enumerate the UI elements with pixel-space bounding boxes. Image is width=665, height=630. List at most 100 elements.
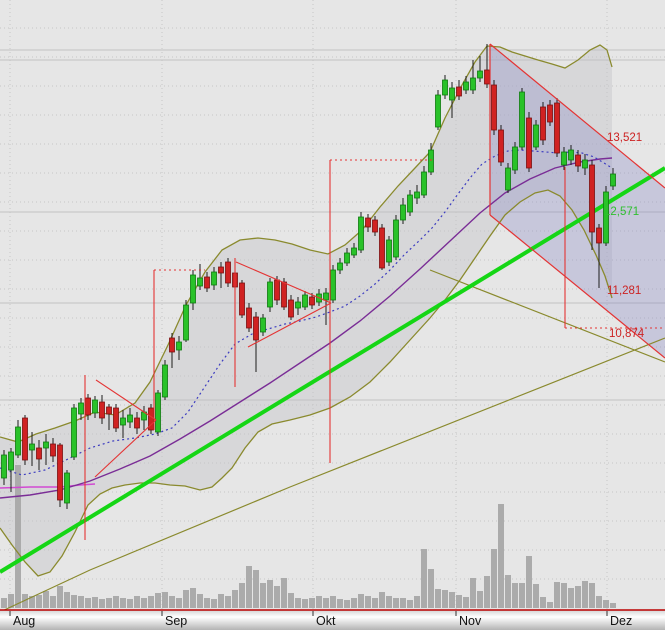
- candle-bullish: [64, 472, 70, 504]
- volume-bar: [22, 594, 28, 608]
- volume-bar: [505, 575, 511, 608]
- volume-bar: [169, 596, 175, 608]
- volume-bar: [463, 597, 469, 608]
- volume-bar: [351, 598, 357, 608]
- candle-bullish: [358, 216, 364, 251]
- x-axis: Aug Sep Okt Nov Dez: [0, 609, 665, 630]
- volume-bar: [57, 586, 63, 608]
- candle-bearish: [246, 307, 252, 329]
- volume-bar: [337, 599, 343, 608]
- volume-bar: [176, 598, 182, 608]
- bear-channel-border[interactable]: [489, 43, 665, 189]
- price-label[interactable]: 12,571: [604, 206, 639, 218]
- bollinger-band-fill: [0, 45, 612, 576]
- volume-bar: [295, 598, 301, 608]
- volume-bar: [491, 549, 497, 608]
- red-annotation-line[interactable]: [235, 261, 332, 304]
- volume-bar: [50, 596, 56, 608]
- candle-bullish: [330, 269, 336, 301]
- volume-bar: [260, 583, 266, 608]
- volume-bar: [148, 596, 154, 608]
- candle-bearish: [106, 406, 112, 415]
- candle-bullish: [302, 294, 308, 308]
- candle-bullish: [393, 219, 399, 258]
- price-label[interactable]: 10,874: [609, 328, 645, 340]
- volume-bar: [246, 566, 252, 608]
- volume-bar: [253, 570, 259, 608]
- volume-bar: [211, 599, 217, 608]
- volume-bar: [281, 578, 287, 608]
- candle-bearish: [50, 443, 56, 457]
- volume-bar: [106, 598, 112, 608]
- bear-channel-fill[interactable]: [490, 44, 665, 358]
- candle-bullish: [400, 204, 406, 221]
- volume-bar: [302, 599, 308, 608]
- candle-bullish: [512, 146, 518, 171]
- volume-bar: [190, 588, 196, 608]
- volume-bar: [442, 590, 448, 608]
- candle-bearish: [372, 219, 378, 233]
- candle-bearish: [169, 337, 175, 353]
- bollinger-midline-dotted: [0, 149, 613, 476]
- volume-bar: [225, 596, 231, 608]
- volume-bar: [127, 599, 133, 608]
- candle-bearish: [589, 164, 595, 233]
- volume-bar: [372, 598, 378, 608]
- candle-bearish: [218, 266, 224, 274]
- candle-bullish: [15, 426, 21, 456]
- bollinger-upper-line: [0, 44, 613, 443]
- candle-bearish: [498, 129, 504, 163]
- candle-bullish: [414, 191, 420, 199]
- candle-bullish: [71, 407, 77, 458]
- month-label: Dez: [610, 614, 632, 628]
- candle-bullish: [533, 124, 539, 148]
- candle-bullish: [92, 399, 98, 414]
- candle-bearish: [554, 102, 560, 154]
- candle-bullish: [260, 317, 266, 333]
- volume-bar: [449, 592, 455, 608]
- month-label: Nov: [459, 614, 482, 628]
- candle-bullish: [435, 94, 441, 128]
- volume-bar: [435, 589, 441, 608]
- volume-bar: [309, 598, 315, 608]
- volume-bar: [596, 596, 602, 608]
- volume-bar: [582, 581, 588, 608]
- candle-bullish: [1, 454, 7, 479]
- red-annotation-line[interactable]: [247, 302, 332, 348]
- green-uptrend-line[interactable]: [0, 166, 665, 574]
- price-label[interactable]: 11,281: [607, 285, 641, 297]
- gridlines: [0, 0, 665, 610]
- volume-bar: [120, 598, 126, 608]
- volume-bar: [519, 583, 525, 608]
- candle-bullish: [337, 262, 343, 271]
- volume-bar: [232, 590, 238, 608]
- candle-bullish: [120, 417, 126, 426]
- candle-bearish: [596, 227, 602, 244]
- red-annotation-line[interactable]: [95, 379, 157, 421]
- candle-bullish: [127, 414, 133, 423]
- volume-bar: [330, 596, 336, 608]
- bear-channel-border[interactable]: [489, 214, 665, 359]
- candle-bearish: [575, 154, 581, 167]
- volume-bar: [365, 596, 371, 608]
- candle-bullish: [421, 171, 427, 196]
- red-annotation-line[interactable]: [94, 419, 157, 478]
- candle-bullish: [449, 87, 455, 101]
- candle-bearish: [491, 84, 497, 131]
- volume-bar: [358, 594, 364, 608]
- volume-bar: [428, 569, 434, 608]
- volume-bar: [533, 584, 539, 608]
- volume-bar: [414, 596, 420, 608]
- volume-bar: [29, 596, 35, 608]
- candle-bearish: [288, 299, 294, 318]
- volume-bar: [344, 600, 350, 608]
- volume-bar: [603, 600, 609, 608]
- candle-bullish: [463, 81, 469, 91]
- price-label[interactable]: 13,521: [607, 132, 642, 144]
- volume-bar: [162, 592, 168, 608]
- candle-bullish: [519, 91, 525, 148]
- candle-bullish: [568, 149, 574, 161]
- candle-bullish: [603, 191, 609, 244]
- olive-trendline-long[interactable]: [0, 337, 665, 613]
